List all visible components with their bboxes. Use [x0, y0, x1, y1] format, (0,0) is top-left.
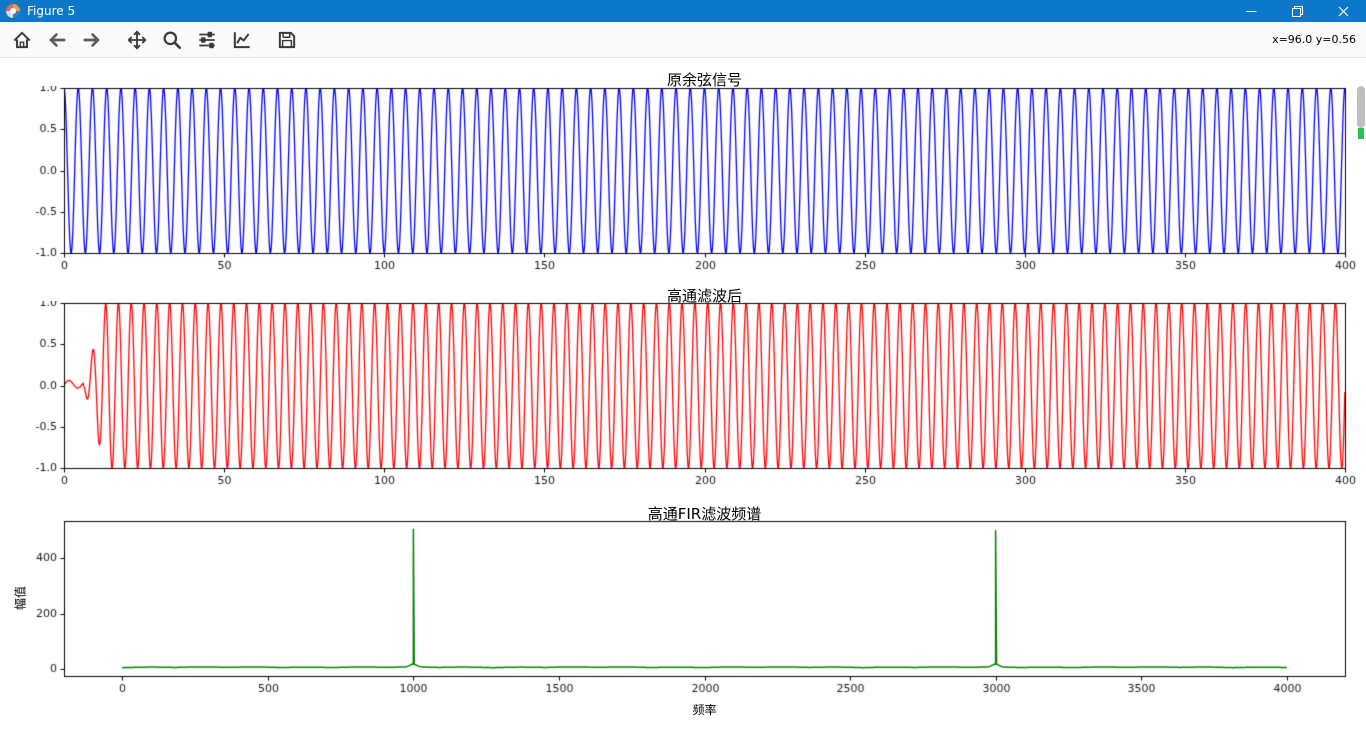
minimize-icon — [1246, 10, 1256, 12]
pan-icon — [127, 30, 147, 49]
window-title: Figure 5 — [27, 4, 76, 18]
minimize-button[interactable] — [1228, 0, 1274, 22]
configure-subplots-button[interactable] — [191, 25, 223, 55]
cursor-coordinates: x=96.0 y=0.56 — [1272, 33, 1356, 46]
scrollbar-green-marker — [1358, 128, 1364, 139]
configure-subplots-icon — [199, 31, 215, 48]
close-icon — [1338, 6, 1348, 16]
zoom-icon — [163, 31, 182, 49]
save-button[interactable] — [271, 25, 303, 55]
window-controls — [1228, 0, 1366, 22]
edit-parameters-button[interactable] — [226, 25, 258, 55]
back-button[interactable] — [41, 25, 73, 55]
save-icon — [278, 31, 296, 48]
plot3-title: 高通FIR滤波频谱 — [647, 505, 762, 523]
plot3-xlabel: 频率 — [692, 703, 717, 717]
restore-button[interactable] — [1274, 0, 1320, 22]
restore-icon — [1291, 5, 1303, 17]
plot1-canvas[interactable] — [0, 86, 1366, 286]
plot3-ylabel: 幅值 — [13, 585, 28, 611]
plot2-canvas[interactable] — [0, 301, 1366, 501]
matplotlib-icon — [6, 4, 20, 18]
plot1-title: 原余弦信号 — [666, 71, 742, 89]
back-icon — [49, 32, 66, 47]
scrollbar-thumb[interactable] — [1357, 86, 1365, 128]
navigation-toolbar: x=96.0 y=0.56 — [0, 22, 1366, 58]
plot3-canvas[interactable] — [0, 519, 1366, 719]
close-button[interactable] — [1320, 0, 1366, 22]
zoom-button[interactable] — [156, 25, 188, 55]
edit-parameters-icon — [233, 31, 250, 48]
plot2-title: 高通滤波后 — [666, 287, 742, 305]
pan-button[interactable] — [121, 25, 153, 55]
home-icon — [13, 30, 31, 48]
forward-button[interactable] — [76, 25, 108, 55]
titlebar: Figure 5 — [0, 0, 1366, 22]
forward-icon — [83, 32, 100, 47]
home-button[interactable] — [6, 25, 38, 55]
